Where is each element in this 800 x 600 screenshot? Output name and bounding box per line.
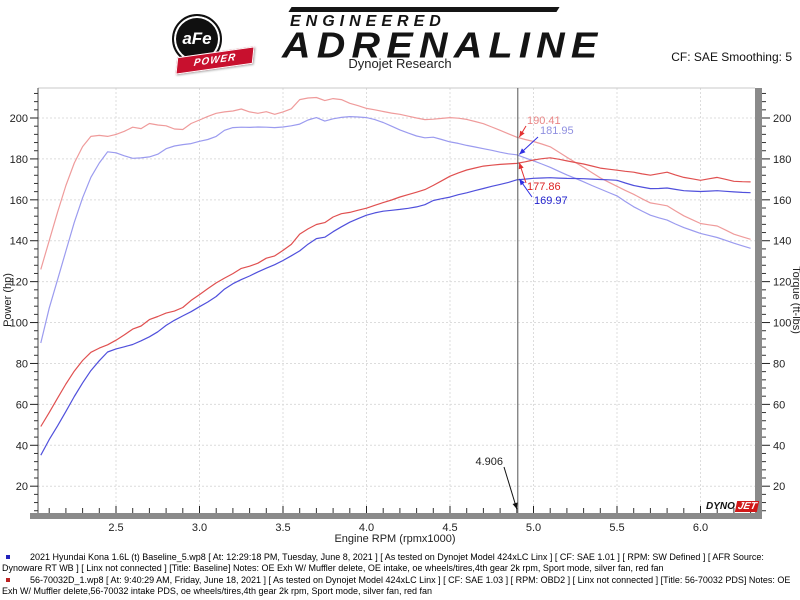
- y-tick-label-left: 140: [10, 236, 28, 248]
- cursor-annotation: 4.906: [475, 456, 518, 510]
- torque-blue-curve: [40, 116, 751, 344]
- annotation-169.97: 169.97: [534, 195, 568, 207]
- y-tick-label-right: 160: [773, 195, 791, 207]
- dynojet-logo-jet: JET: [734, 500, 760, 512]
- power-blue-curve: [40, 177, 751, 456]
- y-tick-label-right: 60: [773, 399, 785, 411]
- axis-tick-labels: 20 20 40 40 60 60 80 80 100 100 120 120 140 140 160 160…: [10, 113, 792, 534]
- y-tick-label-right: 80: [773, 358, 785, 370]
- legend-text-intake: 56-70032D_1.wp8 [ At: 9:40:29 AM, Friday…: [2, 575, 791, 596]
- legend-entry-intake: 56-70032D_1.wp8 [ At: 9:40:29 AM, Friday…: [0, 575, 796, 597]
- x-tick-label: 3.0: [192, 522, 207, 534]
- y-tick-label-right: 100: [773, 318, 791, 330]
- y-tick-label-left: 100: [10, 318, 28, 330]
- y-tick-label-left: 60: [16, 399, 28, 411]
- y-tick-label-left: 80: [16, 358, 28, 370]
- brand-logo: aFe POWER ENGINEERED ADRENALINE: [170, 6, 640, 75]
- x-tick-label: 4.5: [442, 522, 457, 534]
- brand-bar: [288, 7, 560, 12]
- y-tick-label-right: 40: [773, 440, 785, 452]
- afe-badge-text: aFe: [182, 29, 212, 48]
- dyno-curves: [40, 96, 751, 456]
- plot-frame: [30, 87, 762, 519]
- dynojet-logo-dyno: DYNO: [706, 500, 735, 512]
- torque-red-curve: [40, 96, 751, 270]
- x-tick-label: 6.0: [693, 522, 708, 534]
- y-tick-label-left: 120: [10, 277, 28, 289]
- y-axis-label-power: Power (hp): [2, 273, 14, 327]
- x-tick-label: 2.5: [108, 522, 123, 534]
- x-tick-label: 5.5: [609, 522, 624, 534]
- y-tick-label-right: 120: [773, 277, 791, 289]
- x-tick-label: 3.5: [275, 522, 290, 534]
- legend-bullet-red: [6, 578, 10, 582]
- smoothing-label: CF: SAE Smoothing: 5: [671, 50, 792, 64]
- x-tick-label: 4.0: [359, 522, 374, 534]
- brand-adrenaline: ADRENALINE: [282, 26, 604, 66]
- y-tick-label-left: 160: [10, 195, 28, 207]
- y-tick-label-right: 140: [773, 236, 791, 248]
- annotation-190.41: 190.41: [527, 115, 561, 127]
- axis-ticks: [30, 92, 770, 513]
- annotation-181.95: 181.95: [540, 125, 574, 137]
- legend-bullet-blue: [6, 555, 10, 559]
- run-legend: 2021 Hyundai Kona 1.6L (t) Baseline_5.wp…: [0, 552, 796, 598]
- chart-title: Dynojet Research: [348, 56, 452, 71]
- y-tick-label-left: 20: [16, 481, 28, 493]
- y-tick-label-right: 200: [773, 113, 791, 125]
- y-axis-label-torque: Torque (ft-lbs): [790, 266, 800, 334]
- dynojet-logo: DYNO JET: [706, 500, 760, 512]
- x-tick-label: 5.0: [526, 522, 541, 534]
- cursor-rpm-value: 4.906: [475, 456, 503, 468]
- legend-entry-baseline: 2021 Hyundai Kona 1.6L (t) Baseline_5.wp…: [0, 552, 796, 574]
- y-tick-label-right: 180: [773, 154, 791, 166]
- y-tick-label-left: 200: [10, 113, 28, 125]
- x-axis-label: Engine RPM (rpmx1000): [334, 533, 456, 545]
- power-red-curve: [40, 157, 751, 427]
- grid-lines: [38, 88, 755, 513]
- annotation-177.86: 177.86: [527, 181, 561, 193]
- y-tick-label-right: 20: [773, 481, 785, 493]
- legend-text-baseline: 2021 Hyundai Kona 1.6L (t) Baseline_5.wp…: [2, 552, 764, 573]
- y-tick-label-left: 180: [10, 154, 28, 166]
- brand-engineered: ENGINEERED: [290, 13, 446, 30]
- y-tick-label-left: 40: [16, 440, 28, 452]
